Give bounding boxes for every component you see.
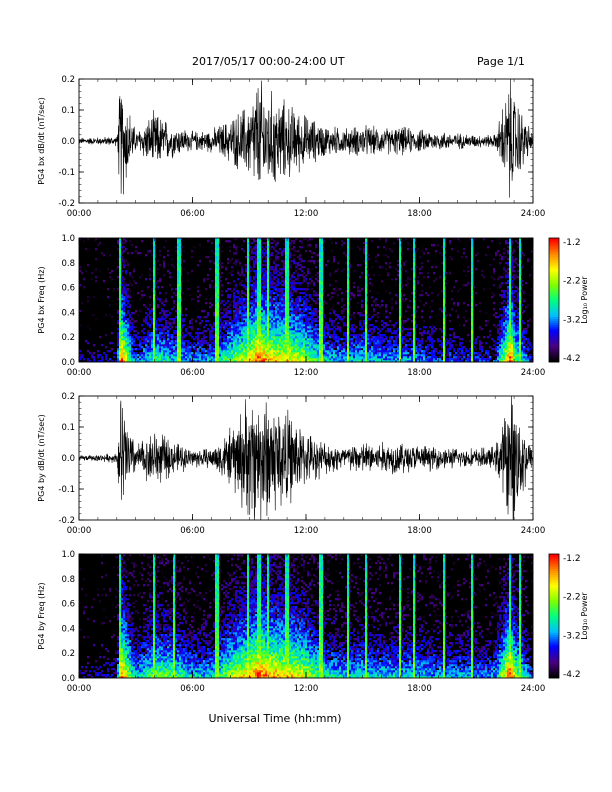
spectrogram-cells [79, 238, 534, 363]
x-tick-label: 06:00 [180, 209, 205, 219]
x-tick-label: 06:00 [180, 526, 205, 536]
x-tick-label: 00:00 [67, 526, 92, 536]
colorbar-frame [548, 553, 560, 679]
x-tick-label: 24:00 [521, 209, 546, 219]
y-tick-label: 0.2 [61, 75, 75, 85]
y-tick-label: -0.2 [58, 516, 75, 526]
colorbar: -1.2 -2.2 -3.2 -4.2 Log₁₀ Power [548, 237, 589, 364]
colorbar-tick-label: -1.2 [563, 554, 581, 564]
figure-title: 2017/05/17 00:00-24:00 UT [192, 55, 345, 68]
colorbar-tick-label: -4.2 [563, 354, 581, 364]
x-tick-label: 06:00 [180, 684, 205, 694]
colorbar-label: Log₁₀ Power [580, 276, 589, 324]
page-indicator: Page 1/1 [477, 55, 525, 68]
x-tick-label: 24:00 [521, 684, 546, 694]
spectrogram-cells [79, 554, 534, 679]
waveform-trace [78, 78, 534, 198]
x-tick-label: 18:00 [407, 526, 432, 536]
y-axis-label: PG4 by Freq (Hz) [37, 582, 46, 649]
x-tick-label: 00:00 [67, 684, 92, 694]
y-tick-label: -0.2 [58, 199, 75, 209]
y-axis-label: PG4 bx Freq (Hz) [37, 266, 46, 333]
colorbar-label: Log₁₀ Power [580, 592, 589, 640]
panel-by-waveform: 0.2 0.1 0.0 -0.1 -0.200:00 06:00 12:00 18:00 24:… [37, 392, 545, 536]
y-tick-label: -0.1 [58, 168, 75, 178]
y-tick-label: -0.1 [58, 485, 75, 495]
y-tick-label: 0.2 [61, 333, 75, 343]
y-tick-label: 1.0 [61, 234, 75, 244]
y-tick-label: 0.0 [61, 358, 75, 368]
colorbar: -1.2 -2.2 -3.2 -4.2 Log₁₀ Power [548, 553, 589, 680]
x-tick-label: 18:00 [407, 684, 432, 694]
x-tick-label: 24:00 [521, 368, 546, 378]
y-tick-label: 0.8 [61, 575, 75, 585]
colorbar-frame [548, 237, 560, 363]
y-tick-label: 0.0 [61, 454, 75, 464]
universal-time-label: Universal Time (hh:mm) [209, 712, 342, 725]
y-tick-label: 0.6 [61, 284, 75, 294]
panel-bx-spectrogram: -1.2 -2.2 -3.2 -4.2 Log₁₀ Power 1.0 0.8 0.6 0.4 0… [37, 234, 589, 378]
x-tick-label: 12:00 [294, 209, 319, 219]
panel-bx-waveform: 0.2 0.1 0.0 -0.1 -0.200:00 06:00 12:00 18:00 24:… [37, 75, 545, 219]
y-tick-label: 0.0 [61, 137, 75, 147]
x-tick-label: 18:00 [407, 209, 432, 219]
x-tick-label: 12:00 [294, 368, 319, 378]
x-tick-label: 00:00 [67, 368, 92, 378]
colorbar-tick-label: -2.2 [563, 277, 581, 287]
y-tick-label: 1.0 [61, 550, 75, 560]
x-tick-label: 18:00 [407, 368, 432, 378]
x-tick-label: 12:00 [294, 526, 319, 536]
colorbar-tick-label: -4.2 [563, 670, 581, 680]
colorbar-tick-label: -2.2 [563, 593, 581, 603]
y-tick-label: 0.6 [61, 600, 75, 610]
y-axis-label: PG4 bx dB/dt (nT/sec) [37, 97, 46, 184]
panel-by-spectrogram: -1.2 -2.2 -3.2 -4.2 Log₁₀ Power 1.0 0.8 0.6 0.4 0… [37, 550, 589, 694]
colorbar-tick-label: -3.2 [563, 315, 581, 325]
y-tick-label: 0.2 [61, 649, 75, 659]
y-tick-label: 0.4 [61, 624, 75, 634]
colorbar-tick-label: -3.2 [563, 631, 581, 641]
y-tick-label: 0.8 [61, 259, 75, 269]
waveform-trace [78, 395, 534, 521]
x-tick-label: 24:00 [521, 526, 546, 536]
y-axis-label: PG4 by dB/dt (nT/sec) [37, 414, 46, 501]
colorbar-tick-label: -1.2 [563, 238, 581, 248]
x-tick-label: 00:00 [67, 209, 92, 219]
y-tick-label: 0.1 [61, 106, 75, 116]
y-tick-label: 0.2 [61, 392, 75, 402]
y-tick-label: 0.0 [61, 674, 75, 684]
x-tick-label: 06:00 [180, 368, 205, 378]
y-tick-label: 0.1 [61, 423, 75, 433]
x-tick-label: 12:00 [294, 684, 319, 694]
y-tick-label: 0.4 [61, 308, 75, 318]
